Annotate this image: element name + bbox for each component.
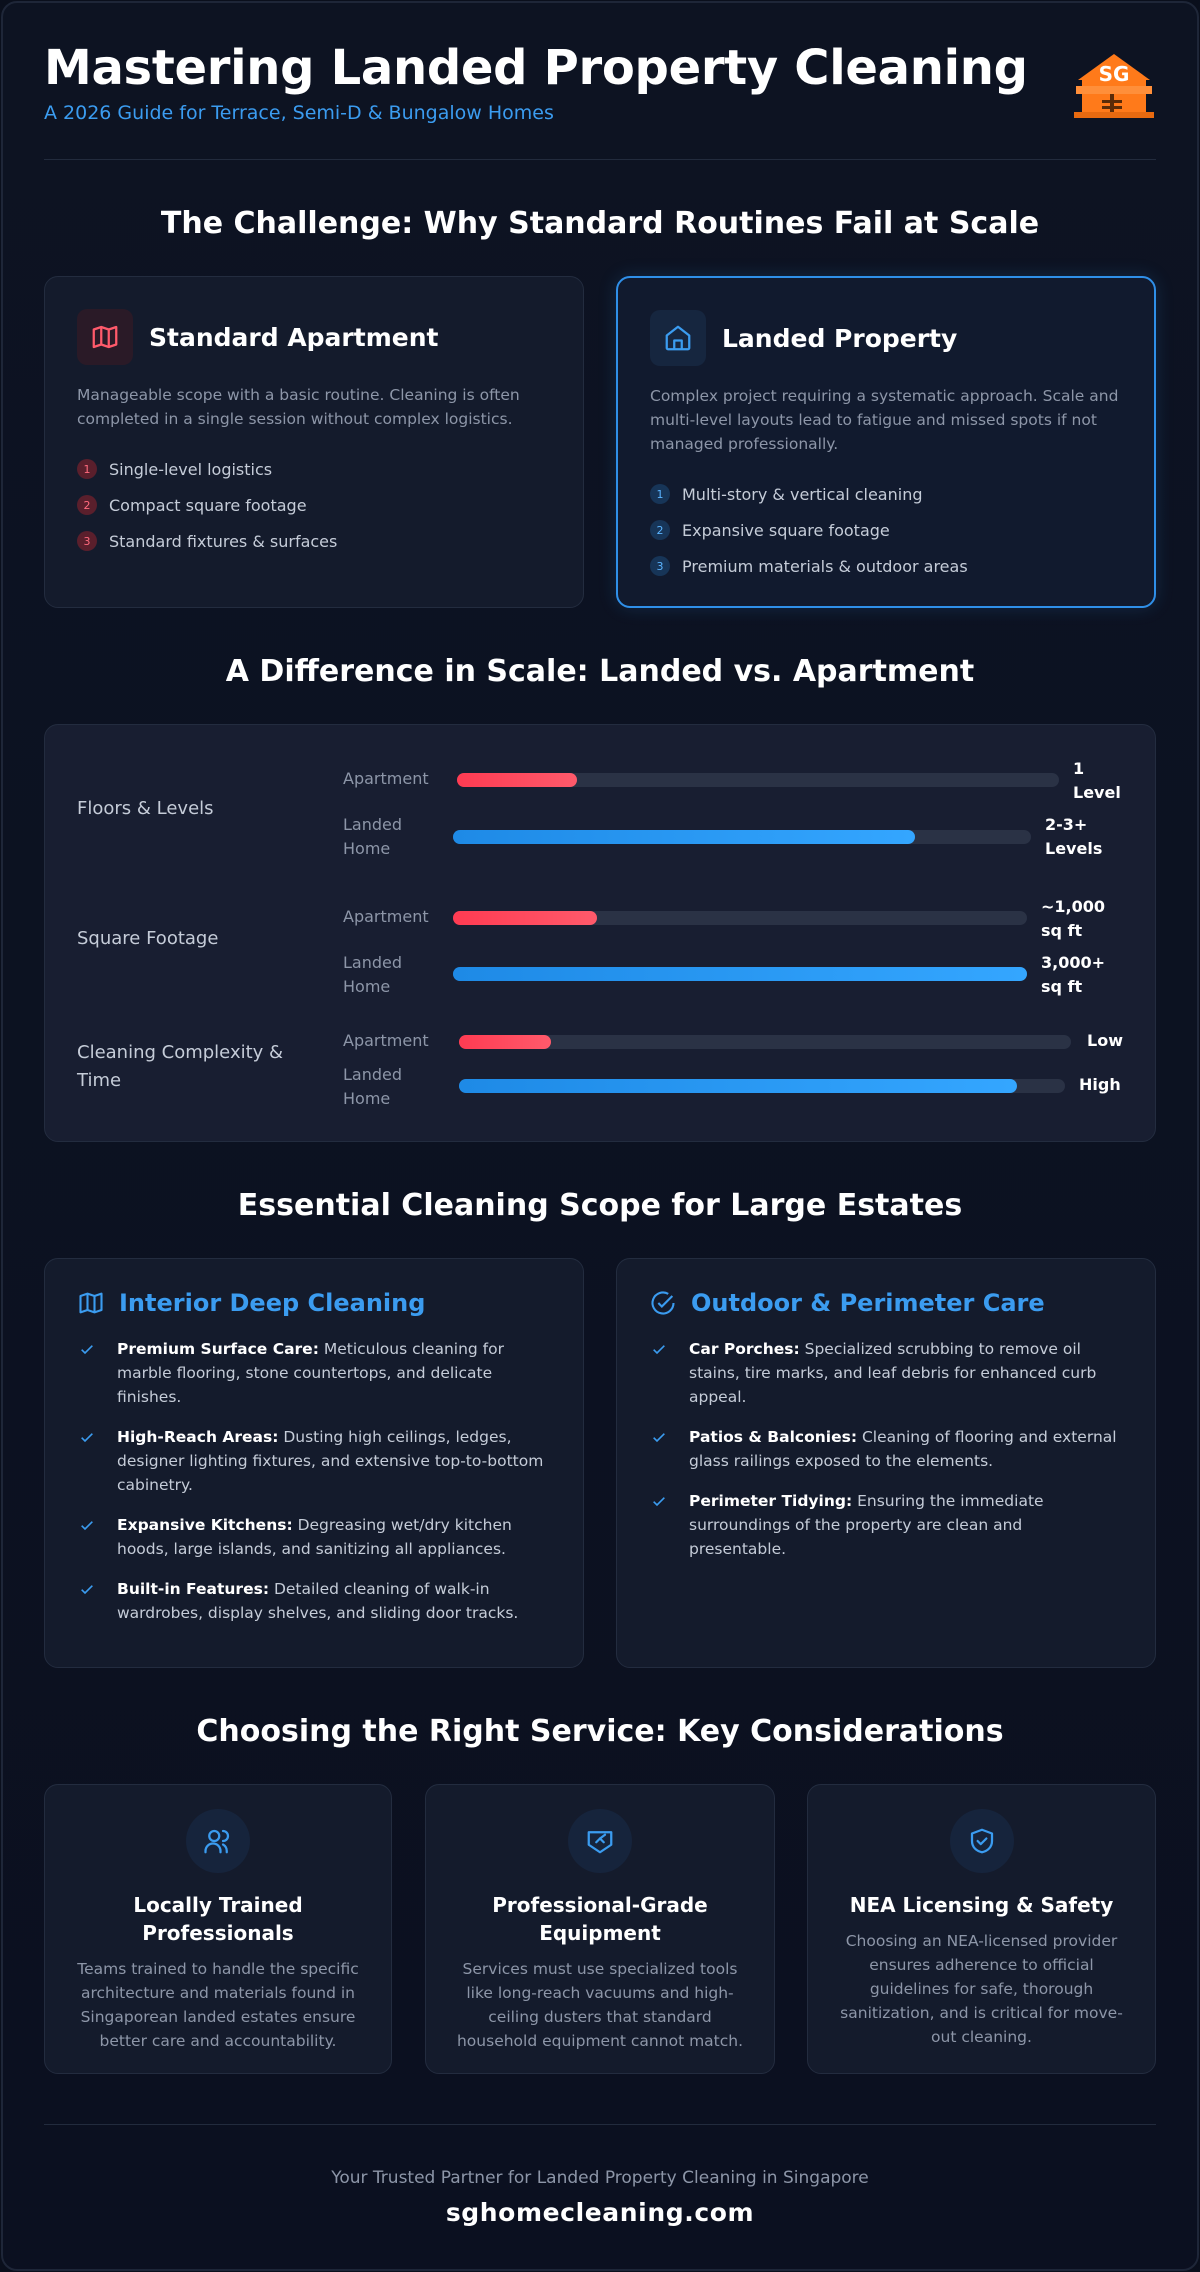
consideration-title: Locally Trained Professionals — [133, 1893, 303, 1945]
landed-card: Landed Property Complex project requirin… — [616, 276, 1156, 608]
list-item: Perimeter Tidying: Ensuring the immediat… — [649, 1489, 1123, 1561]
outdoor-card: Outdoor & Perimeter Care Car Porches: Sp… — [616, 1258, 1156, 1668]
check-icon — [81, 1433, 93, 1443]
check-icon — [81, 1345, 93, 1355]
landed-bar-label: Landed Home — [343, 815, 403, 858]
house-logo-icon: SG — [1074, 54, 1154, 118]
consideration-title: Professional-Grade Equipment — [492, 1893, 708, 1945]
page-subtitle: A 2026 Guide for Terrace, Semi-D & Bunga… — [44, 102, 554, 124]
check-icon — [81, 1585, 93, 1595]
apartment-bar-track — [459, 1035, 1071, 1049]
landed-bar-track — [453, 830, 1031, 844]
apartment-bar-track — [457, 773, 1059, 787]
challenge-title: The Challenge: Why Standard Routines Fai… — [160, 206, 1040, 241]
check-icon — [81, 1521, 93, 1531]
landed-bar-value: 2-3+ Levels — [1045, 815, 1103, 858]
apartment-bar-fill — [457, 773, 578, 787]
scale-row-label: Square Footage — [77, 928, 219, 949]
consideration-desc: Choosing an NEA-licensed provider ensure… — [840, 1932, 1123, 2046]
check-circle-icon — [651, 1291, 675, 1315]
landed-bar-track — [459, 1079, 1065, 1093]
apartment-bar-fill — [459, 1035, 551, 1049]
header-divider — [44, 159, 1156, 160]
scale-comparison-panel: Floors & Levels Apartment 1 Level Landed H… — [44, 724, 1156, 1142]
equipment-icon — [568, 1809, 632, 1873]
home-icon — [650, 310, 706, 366]
apartment-card-title: Standard Apartment — [149, 322, 439, 352]
landed-card-title: Landed Property — [722, 323, 958, 353]
scope-title: Essential Cleaning Scope for Large Estat… — [237, 1188, 963, 1223]
footer-site-link[interactable]: sghomecleaning.com — [445, 2198, 755, 2227]
apartment-card-desc: Manageable scope with a basic routine. C… — [77, 386, 520, 428]
list-item: Expansive Kitchens: Degreasing wet/dry k… — [77, 1513, 551, 1561]
check-icon — [653, 1497, 665, 1507]
map-icon — [79, 1292, 103, 1314]
check-icon — [653, 1345, 665, 1355]
list-item: 1 Multi-story & vertical cleaning — [650, 476, 1122, 512]
map-icon — [77, 309, 133, 365]
considerations-title: Choosing the Right Service: Key Consider… — [196, 1714, 1004, 1749]
apartment-bar-value: ~1,000 sq ft — [1041, 897, 1106, 940]
consideration-desc: Teams trained to handle the specific arc… — [77, 1960, 359, 2050]
consideration-title: NEA Licensing & Safety — [849, 1893, 1114, 1917]
consideration-card: Professional-Grade Equipment Services mu… — [425, 1784, 775, 2074]
interior-card: Interior Deep Cleaning Premium Surface C… — [44, 1258, 584, 1668]
landed-bar-value: High — [1079, 1075, 1121, 1094]
list-item: 2 Expansive square footage — [650, 512, 1122, 548]
apartment-card: Standard Apartment Manageable scope with… — [44, 276, 584, 608]
outdoor-card-title: Outdoor & Perimeter Care — [691, 1289, 1045, 1317]
shield-check-icon — [949, 1809, 1014, 1873]
list-item: 1 Single-level logistics — [77, 451, 551, 487]
list-item: Premium Surface Care: Meticulous cleanin… — [77, 1337, 551, 1409]
consideration-card: NEA Licensing & Safety Choosing an NEA-l… — [807, 1784, 1156, 2074]
apartment-bar-track — [453, 911, 1027, 925]
list-item: Patios & Balconies: Cleaning of flooring… — [649, 1425, 1123, 1473]
page-title: Mastering Landed Property Cleaning — [44, 40, 1028, 96]
landed-bar-label: Landed Home — [343, 1065, 403, 1108]
apartment-bar-value: 1 Level — [1073, 759, 1121, 802]
landed-bar-label: Landed Home — [343, 953, 403, 996]
consideration-card: Locally Trained Professionals Teams trai… — [44, 1784, 392, 2074]
apartment-bar-value: Low — [1087, 1031, 1123, 1050]
footer-divider — [44, 2124, 1156, 2125]
apartment-bar-label: Apartment — [343, 1031, 429, 1050]
header: Mastering Landed Property Cleaning A 202… — [44, 40, 1156, 160]
scale-row-label: Floors & Levels — [77, 798, 214, 819]
list-item: Car Porches: Specialized scrubbing to re… — [649, 1337, 1123, 1409]
logo-text: SG — [1099, 62, 1130, 86]
landed-bar-fill — [453, 830, 916, 844]
apartment-bar-label: Apartment — [343, 907, 429, 926]
users-icon — [186, 1809, 250, 1873]
list-item: Built-in Features: Detailed cleaning of … — [77, 1577, 551, 1625]
check-icon — [653, 1433, 665, 1443]
scale-title: A Difference in Scale: Landed vs. Apartm… — [225, 654, 975, 689]
interior-card-title: Interior Deep Cleaning — [119, 1289, 426, 1317]
list-item: 3 Premium materials & outdoor areas — [650, 548, 1122, 584]
landed-bar-fill — [459, 1079, 1017, 1093]
landed-bar-track — [453, 967, 1027, 981]
consideration-desc: Services must use specialized tools like… — [456, 1960, 744, 2050]
list-item: High-Reach Areas: Dusting high ceilings,… — [77, 1425, 551, 1497]
list-item: 3 Standard fixtures & surfaces — [77, 523, 551, 559]
apartment-bar-label: Apartment — [343, 769, 429, 788]
landed-bar-value: 3,000+ sq ft — [1041, 953, 1106, 996]
footer-tagline: Your Trusted Partner for Landed Property… — [331, 2168, 869, 2188]
landed-card-desc: Complex project requiring a systematic a… — [650, 387, 1119, 453]
apartment-bar-fill — [453, 911, 597, 925]
scale-row-label: Cleaning Complexity & Time — [77, 1042, 284, 1091]
list-item: 2 Compact square footage — [77, 487, 551, 523]
landed-bar-fill — [453, 967, 1027, 981]
